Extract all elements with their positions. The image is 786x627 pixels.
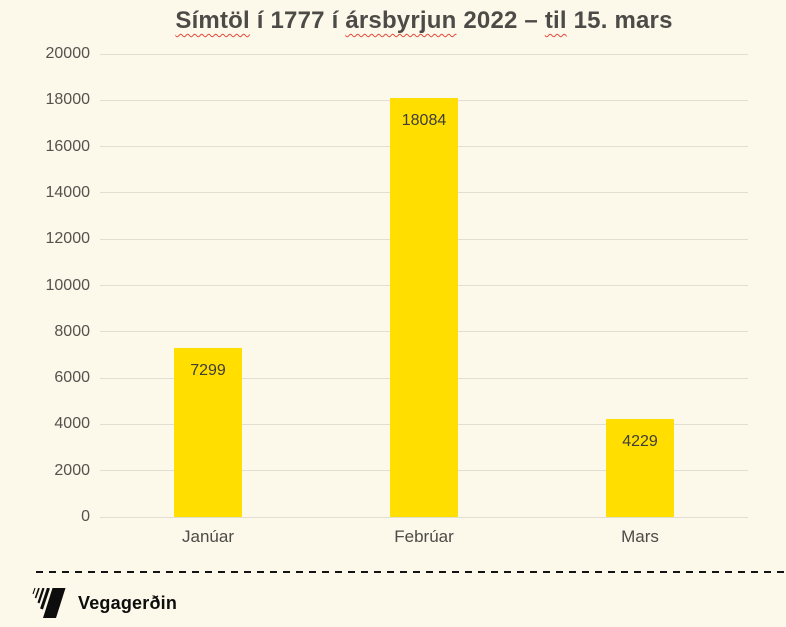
x-axis-label: Febrúar bbox=[394, 527, 454, 546]
title-word-misspelled: ársbyrjun bbox=[345, 7, 457, 34]
title-word-misspelled: Símtöl bbox=[175, 7, 250, 34]
footer-brand: Vegagerðin bbox=[31, 588, 177, 618]
chart-title: Símtöl í 1777 í ársbyrjun 2022 – til 15.… bbox=[100, 7, 748, 35]
x-axis-label: Mars bbox=[621, 527, 659, 546]
x-axis-label: Janúar bbox=[182, 527, 234, 546]
bar-value-label: 4229 bbox=[622, 433, 658, 451]
separator-dashed-line bbox=[36, 571, 786, 573]
y-axis-tick-label: 0 bbox=[81, 508, 90, 525]
y-axis-tick-label: 18000 bbox=[45, 91, 91, 109]
title-text: 15. mars bbox=[566, 7, 673, 34]
gridline bbox=[100, 53, 748, 55]
vegagerdin-logo-icon bbox=[32, 588, 66, 618]
y-axis-tick-label: 2000 bbox=[54, 461, 90, 479]
plot-area: 0 2000 4000 6000 8000 10000 12000 14000 16000 180… bbox=[46, 46, 748, 525]
title-text: í 1777 í bbox=[249, 7, 346, 34]
y-axis-tick-label: 6000 bbox=[54, 369, 90, 387]
y-axis-tick-label: 10000 bbox=[45, 276, 91, 294]
bar-value-label: 7299 bbox=[190, 362, 226, 380]
y-axis-tick-label: 20000 bbox=[45, 45, 91, 62]
title-word-misspelled: til bbox=[544, 7, 567, 34]
bar-value-label: 18084 bbox=[401, 112, 447, 130]
brand-name: Vegagerðin bbox=[78, 592, 178, 613]
y-axis-tick-label: 4000 bbox=[54, 415, 90, 433]
bar-mars bbox=[606, 419, 674, 517]
bar-febrúar bbox=[390, 98, 458, 517]
y-axis-tick-label: 8000 bbox=[54, 322, 90, 340]
gridline bbox=[100, 516, 748, 518]
bar-janúar bbox=[174, 348, 242, 517]
title-text: 2022 – bbox=[456, 7, 545, 34]
y-axis-tick-label: 14000 bbox=[45, 183, 91, 201]
y-axis-tick-label: 12000 bbox=[45, 230, 91, 248]
y-axis-tick-label: 16000 bbox=[45, 137, 91, 155]
